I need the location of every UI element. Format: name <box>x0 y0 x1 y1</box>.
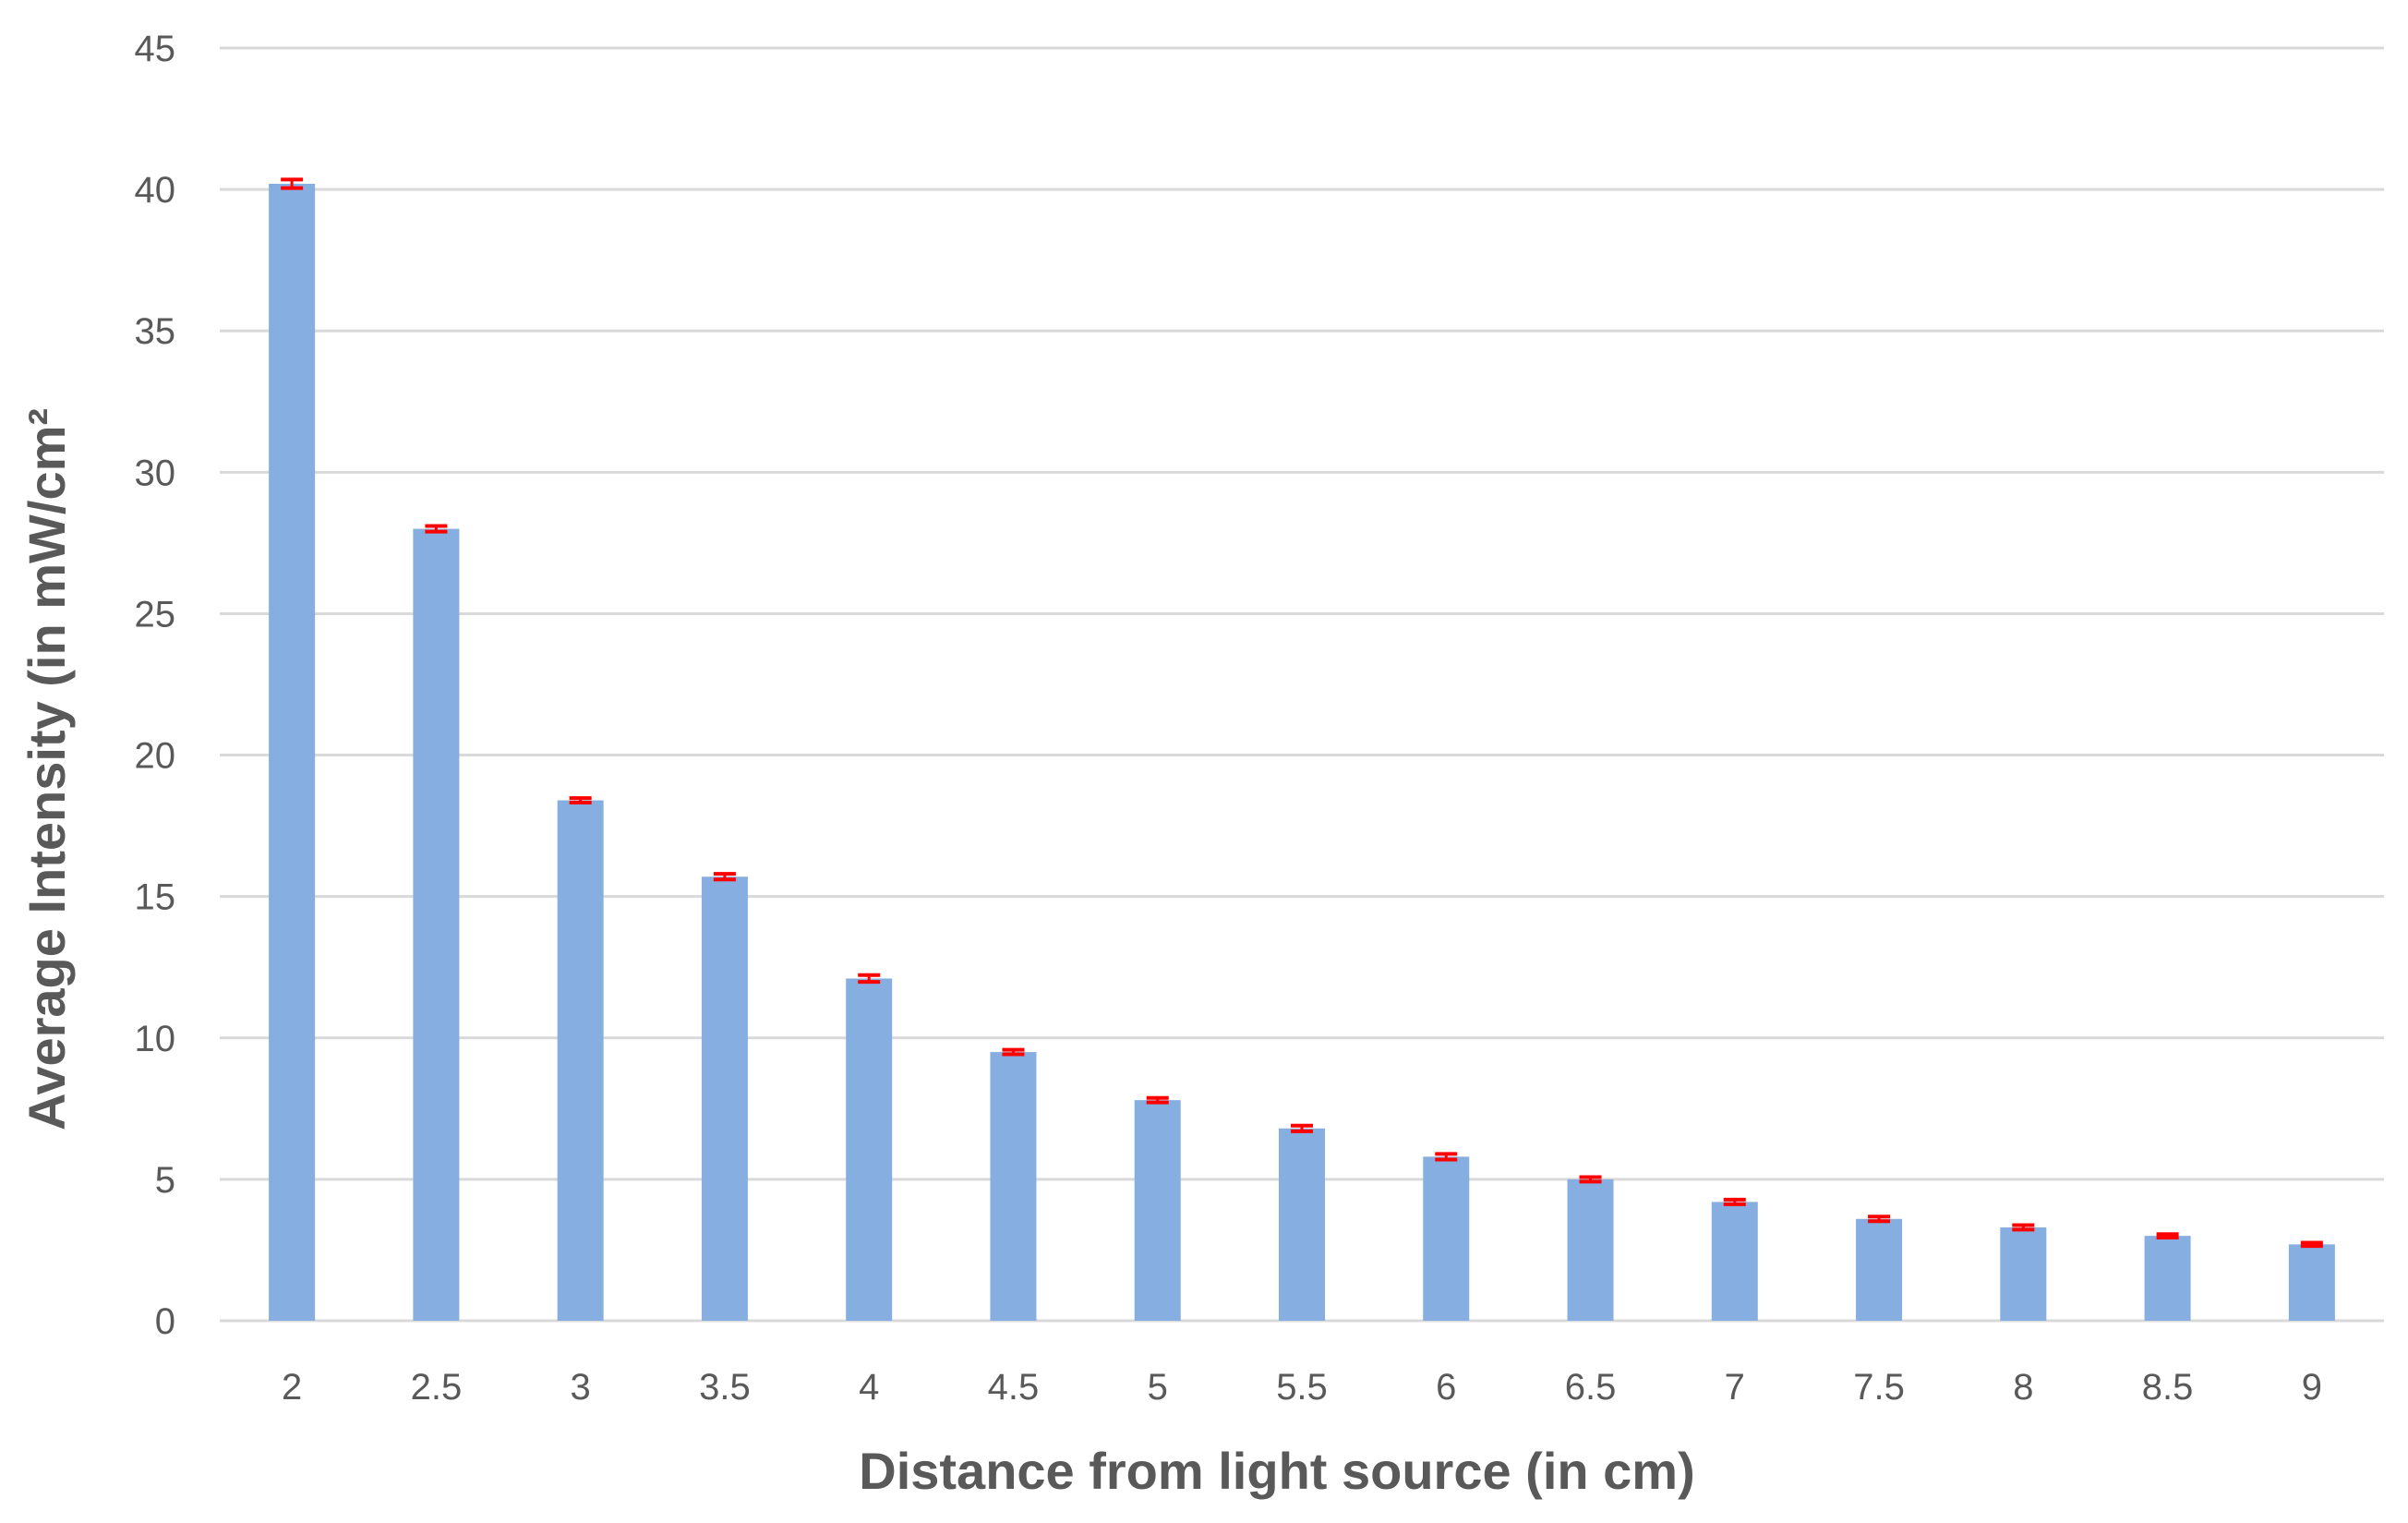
y-tick-label-10: 10 <box>135 1019 176 1059</box>
error-bar-7 <box>1723 1197 1746 1206</box>
bar-5 <box>1134 1100 1181 1321</box>
bar-7.5 <box>1856 1218 1903 1321</box>
error-bar-6.5 <box>1579 1175 1602 1184</box>
error-bar-8.5 <box>2156 1232 2179 1239</box>
error-bar-4.5 <box>1002 1047 1025 1057</box>
bar-6 <box>1423 1156 1470 1321</box>
error-bar-6 <box>1435 1152 1458 1162</box>
bar-8.5 <box>2144 1236 2191 1321</box>
x-tick-label-9: 9 <box>2302 1367 2322 1408</box>
error-bar-2 <box>281 177 304 190</box>
y-tick-labels: 0 5 10 15 20 25 30 35 40 45 <box>135 29 176 1342</box>
x-tick-label-7.5: 7.5 <box>1853 1367 1905 1408</box>
error-bar-5 <box>1146 1095 1169 1105</box>
bar-9 <box>2288 1244 2335 1321</box>
y-tick-label-35: 35 <box>135 311 176 352</box>
error-bar-4 <box>858 973 881 985</box>
error-bar-7.5 <box>1868 1215 1891 1224</box>
bar-2 <box>269 183 316 1321</box>
x-tick-label-5: 5 <box>1148 1367 1168 1408</box>
x-tick-label-2.5: 2.5 <box>411 1367 463 1408</box>
bar-4.5 <box>990 1052 1037 1321</box>
error-bar-5.5 <box>1291 1123 1313 1133</box>
bar-4 <box>846 978 893 1321</box>
bar-3.5 <box>701 876 748 1321</box>
y-tick-label-30: 30 <box>135 453 176 493</box>
y-tick-label-5: 5 <box>155 1160 175 1201</box>
error-bar-2.5 <box>425 524 448 534</box>
error-bar-9 <box>2300 1240 2323 1249</box>
x-tick-label-3: 3 <box>571 1367 591 1408</box>
bars <box>269 183 2335 1321</box>
x-tick-label-5.5: 5.5 <box>1276 1367 1328 1408</box>
bar-8 <box>2000 1227 2047 1321</box>
y-axis-title: Average Intensity (in mW/cm² <box>18 408 76 1130</box>
x-tick-labels: 2 2.5 3 3.5 4 4.5 5 5.5 6 6.5 7 7.5 8 8.5 9 <box>282 1367 2322 1408</box>
error-bars <box>281 177 2323 1249</box>
y-tick-label-40: 40 <box>135 170 176 211</box>
bar-6.5 <box>1567 1179 1614 1321</box>
y-tick-label-45: 45 <box>135 29 176 69</box>
bar-7 <box>1711 1202 1758 1321</box>
x-tick-label-8: 8 <box>2013 1367 2033 1408</box>
y-tick-label-15: 15 <box>135 877 176 918</box>
x-tick-label-4: 4 <box>859 1367 879 1408</box>
error-bar-8 <box>2012 1223 2035 1232</box>
x-tick-label-4.5: 4.5 <box>988 1367 1040 1408</box>
x-tick-label-7: 7 <box>1725 1367 1745 1408</box>
x-tick-label-6: 6 <box>1436 1367 1456 1408</box>
x-tick-label-6.5: 6.5 <box>1565 1367 1617 1408</box>
y-tick-label-20: 20 <box>135 736 176 777</box>
y-tick-label-25: 25 <box>135 594 176 635</box>
x-axis-title: Distance from light source (in cm) <box>859 1442 1695 1500</box>
x-tick-label-2: 2 <box>282 1367 302 1408</box>
x-tick-label-3.5: 3.5 <box>699 1367 751 1408</box>
bar-5.5 <box>1279 1128 1325 1321</box>
x-tick-label-8.5: 8.5 <box>2142 1367 2194 1408</box>
error-bar-3 <box>569 796 592 805</box>
error-bar-3.5 <box>713 872 736 882</box>
bar-2.5 <box>413 528 460 1321</box>
bar-3 <box>557 800 604 1321</box>
y-tick-label-0: 0 <box>155 1301 175 1342</box>
